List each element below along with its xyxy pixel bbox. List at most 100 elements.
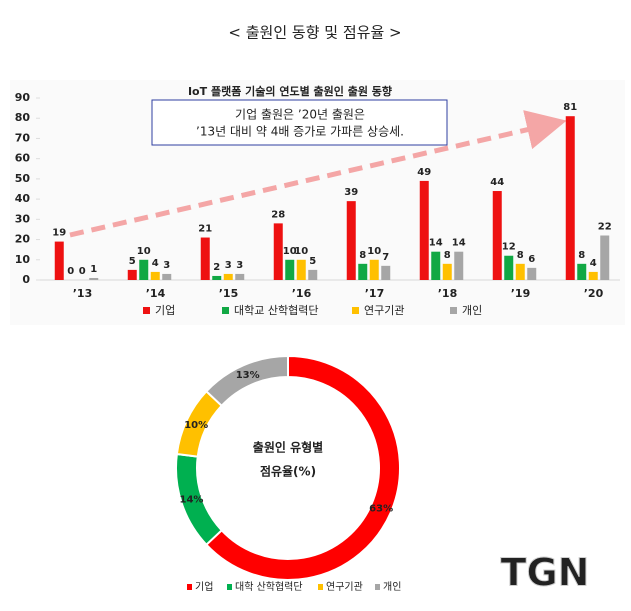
bar bbox=[200, 237, 210, 280]
legend-swatch bbox=[187, 584, 192, 590]
y-tick-label: 40 bbox=[15, 192, 31, 205]
bar bbox=[381, 265, 391, 280]
bar-value-label: 8 bbox=[517, 250, 524, 261]
bar bbox=[162, 273, 172, 280]
x-tick-label: ’20 bbox=[584, 287, 604, 300]
bar bbox=[369, 259, 379, 280]
bar bbox=[515, 263, 525, 280]
y-tick-label: 50 bbox=[15, 172, 31, 185]
bar-value-label: 4 bbox=[590, 258, 597, 269]
donut-center-text: 출원인 유형별 bbox=[253, 440, 323, 455]
trend-arrow bbox=[69, 110, 567, 238]
y-tick-label: 80 bbox=[15, 111, 31, 124]
chart-title: IoT 플랫폼 기술의 연도별 출원인 출원 동향 bbox=[188, 84, 392, 98]
bar-value-label: 10 bbox=[367, 246, 381, 257]
bar-value-label: 5 bbox=[129, 256, 136, 267]
bar bbox=[527, 267, 537, 280]
legend-swatch bbox=[222, 307, 229, 314]
bar-value-label: 3 bbox=[236, 260, 243, 271]
bar bbox=[296, 259, 306, 280]
bar-value-label: 8 bbox=[444, 250, 451, 261]
bar bbox=[150, 271, 160, 280]
legend-swatch bbox=[352, 307, 359, 314]
y-tick-label: 0 bbox=[22, 273, 30, 286]
bar-value-label: 22 bbox=[598, 222, 612, 233]
y-tick-label: 60 bbox=[15, 152, 31, 165]
donut-value-label: 13% bbox=[236, 370, 260, 381]
bar bbox=[565, 116, 575, 280]
bar bbox=[285, 259, 295, 280]
x-tick-label: ’14 bbox=[146, 287, 166, 300]
bar-value-label: 4 bbox=[152, 258, 159, 269]
bar-value-label: 0 bbox=[79, 266, 86, 277]
legend-label: 연구기관 bbox=[326, 581, 363, 593]
bar-value-label: 12 bbox=[502, 242, 516, 253]
bar bbox=[442, 263, 452, 280]
page-header: < 출원인 동향 및 점유율 > bbox=[228, 24, 401, 42]
bar bbox=[273, 223, 283, 280]
bar-value-label: 28 bbox=[271, 209, 285, 220]
bar-value-label: 14 bbox=[429, 238, 443, 249]
bar bbox=[588, 271, 598, 280]
legend-swatch bbox=[227, 584, 232, 590]
bar bbox=[431, 251, 441, 280]
y-tick-label: 90 bbox=[15, 91, 31, 104]
legend-swatch bbox=[450, 307, 457, 314]
bar-value-label: 5 bbox=[309, 256, 316, 267]
legend-label: 기업 bbox=[155, 304, 175, 317]
x-tick-label: ’16 bbox=[292, 287, 312, 300]
y-tick-label: 20 bbox=[15, 233, 31, 246]
bar bbox=[504, 255, 514, 280]
bar-value-label: 0 bbox=[67, 266, 74, 277]
annotation: ’13년 대비 약 4배 증가로 가파른 상승세. bbox=[196, 124, 404, 139]
legend-swatch bbox=[318, 584, 323, 590]
x-tick-label: ’18 bbox=[438, 287, 458, 300]
bar-value-label: 8 bbox=[359, 250, 366, 261]
bar-value-label: 10 bbox=[283, 246, 297, 257]
x-tick-label: ’13 bbox=[73, 287, 93, 300]
bar-value-label: 1 bbox=[90, 264, 97, 275]
bar-value-label: 44 bbox=[490, 177, 504, 188]
legend-label: 개인 bbox=[383, 581, 401, 593]
donut-segment bbox=[204, 354, 401, 581]
x-tick-label: ’17 bbox=[365, 287, 385, 300]
watermark: TGN bbox=[501, 551, 590, 595]
bar-value-label: 49 bbox=[417, 167, 431, 178]
legend-label: 연구기관 bbox=[364, 304, 404, 317]
donut-value-label: 63% bbox=[369, 503, 393, 514]
y-tick-label: 10 bbox=[15, 253, 31, 266]
bar bbox=[139, 259, 149, 280]
bar-value-label: 81 bbox=[563, 102, 577, 113]
bar bbox=[223, 273, 233, 280]
x-tick-label: ’15 bbox=[219, 287, 239, 300]
bar bbox=[492, 191, 502, 280]
bar bbox=[212, 275, 222, 280]
bar bbox=[89, 277, 99, 280]
bar bbox=[577, 263, 587, 280]
bar bbox=[308, 269, 318, 280]
bar-value-label: 3 bbox=[163, 260, 170, 271]
bar bbox=[358, 263, 368, 280]
bar-value-label: 19 bbox=[52, 228, 66, 239]
donut-value-label: 14% bbox=[179, 494, 203, 505]
donut-center-text: 점유율(%) bbox=[260, 464, 316, 479]
bar-value-label: 10 bbox=[137, 246, 151, 257]
bar bbox=[419, 180, 429, 280]
y-tick-label: 30 bbox=[15, 212, 31, 225]
annotation: 기업 출원은 ’20년 출원은 bbox=[235, 108, 365, 122]
bar-value-label: 7 bbox=[382, 252, 389, 263]
donut-value-label: 10% bbox=[184, 420, 208, 431]
bar bbox=[54, 241, 64, 280]
bar-value-label: 2 bbox=[213, 262, 220, 273]
annotation-box bbox=[151, 99, 448, 146]
bar bbox=[235, 273, 245, 280]
legend-label: 개인 bbox=[462, 304, 482, 317]
bar-value-label: 8 bbox=[578, 250, 585, 261]
legend-label: 기업 bbox=[195, 580, 213, 593]
bar-value-label: 6 bbox=[528, 254, 535, 265]
legend-label: 대학 산학협력단 bbox=[235, 580, 303, 593]
legend-label: 대학교 산학협력단 bbox=[234, 304, 318, 317]
bar-value-label: 39 bbox=[344, 187, 358, 198]
donut-segment bbox=[204, 354, 289, 408]
